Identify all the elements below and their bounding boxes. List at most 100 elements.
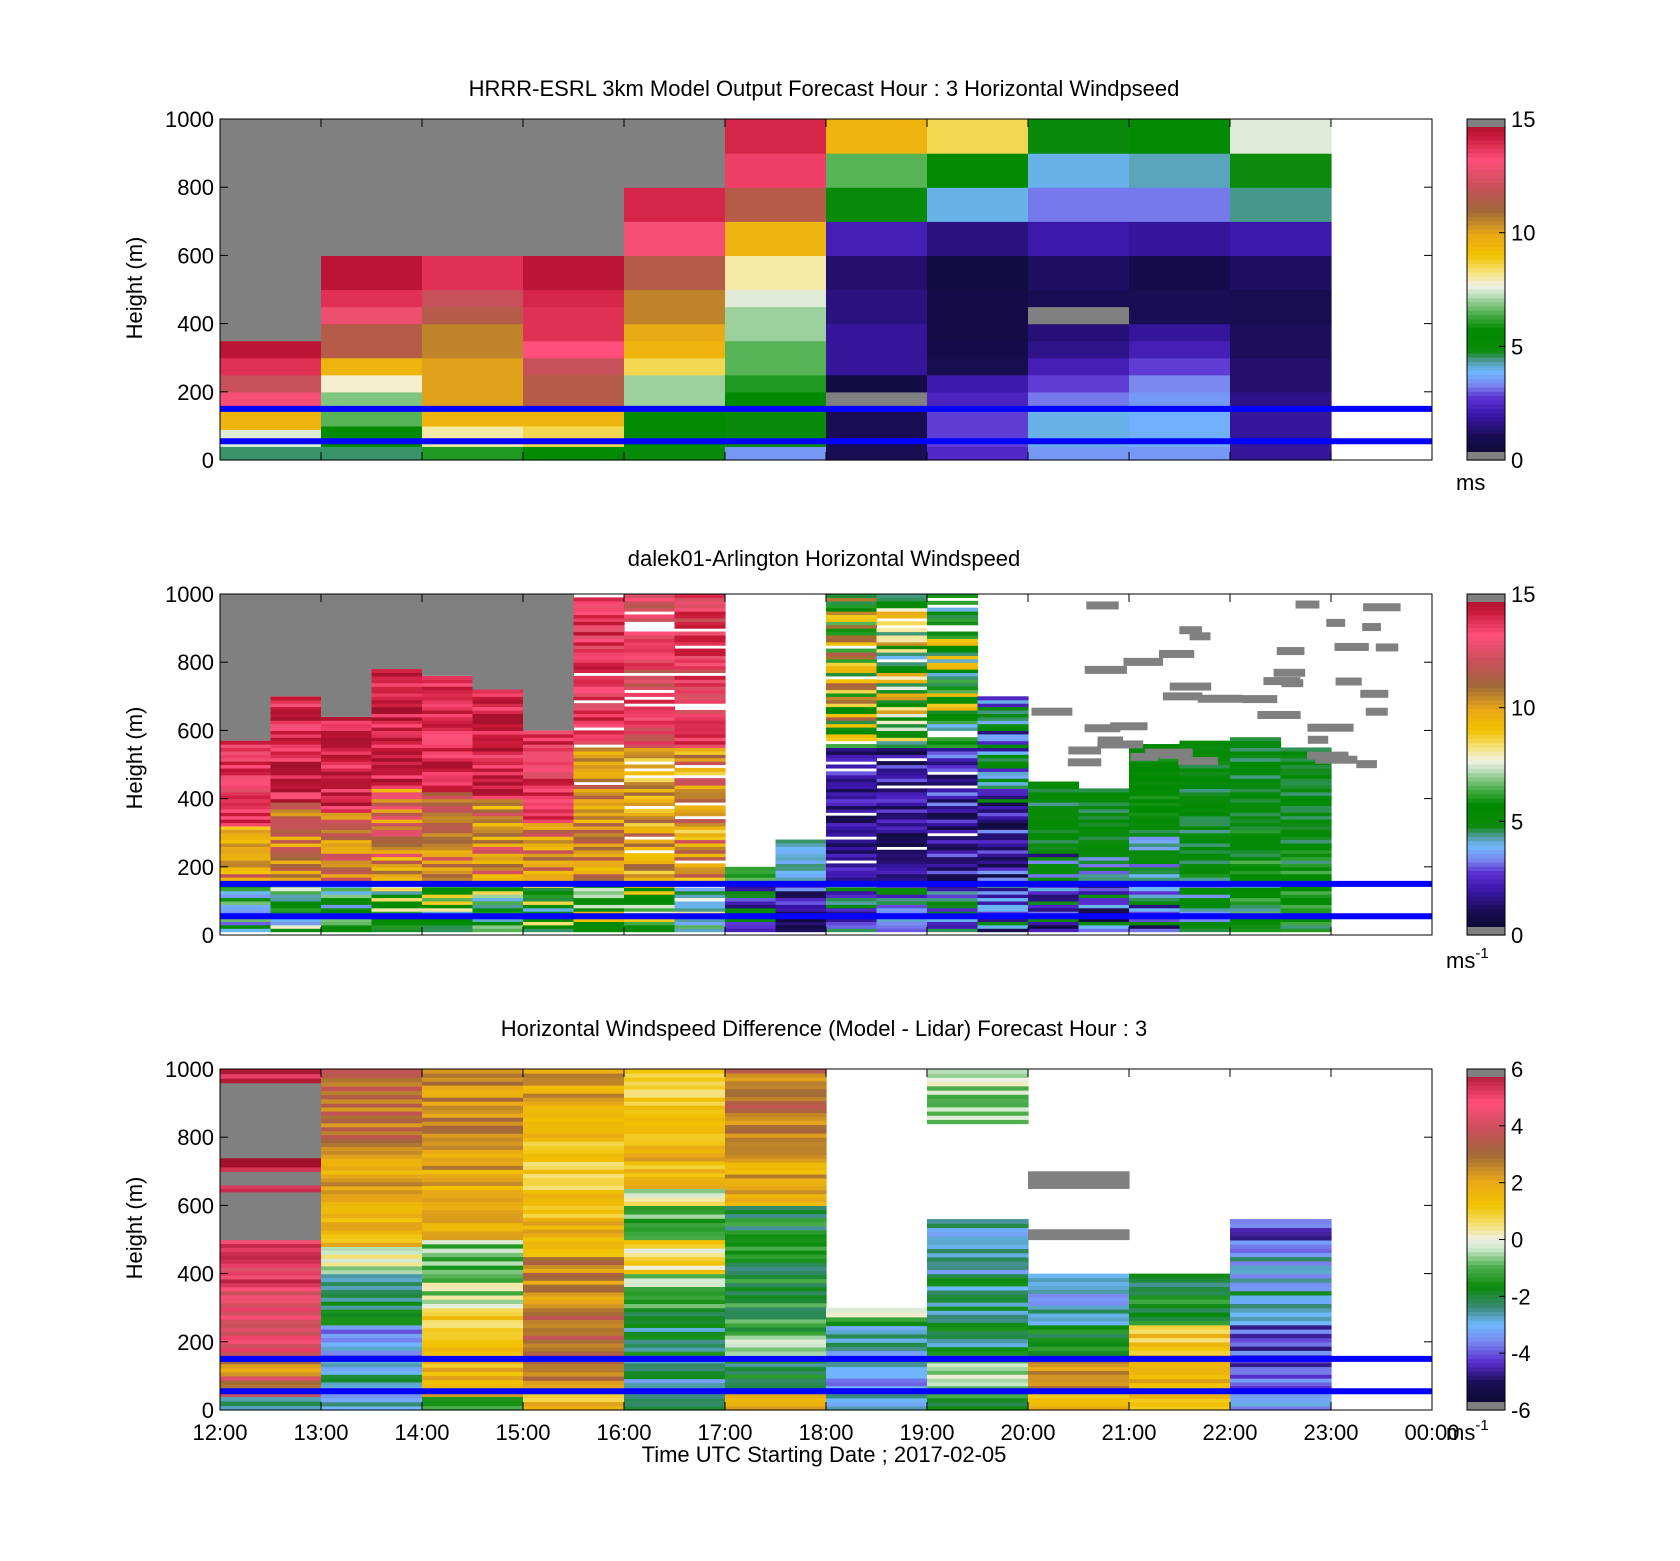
colorbar-cell — [1467, 645, 1505, 651]
data-cell — [826, 839, 878, 844]
colorbar-cell — [1467, 1124, 1505, 1130]
data-cell — [624, 1248, 726, 1253]
data-cell — [977, 911, 1029, 916]
data-cell — [270, 723, 322, 728]
data-cell — [1028, 1385, 1130, 1391]
data-cell — [927, 662, 979, 667]
data-cell — [321, 1258, 423, 1263]
data-cell — [826, 686, 878, 691]
data-cell — [270, 737, 322, 742]
data-cell — [674, 805, 726, 810]
data-cell — [422, 306, 524, 325]
data-cell — [573, 863, 625, 868]
colorbar-cell — [1467, 242, 1505, 248]
data-cell — [1129, 822, 1181, 827]
data-cell — [220, 340, 322, 359]
data-cell — [472, 774, 524, 779]
data-cell — [1280, 832, 1332, 837]
data-cell — [472, 778, 524, 783]
data-cell — [876, 631, 928, 636]
data-cell — [422, 1153, 524, 1158]
data-cell — [1028, 1324, 1130, 1330]
data-cell — [1129, 119, 1231, 154]
data-cell — [977, 726, 1029, 731]
data-cell — [371, 716, 423, 721]
data-cell — [624, 1101, 726, 1106]
data-cell — [775, 863, 827, 868]
data-cell — [220, 1314, 322, 1320]
colorbar-cell — [1467, 1337, 1505, 1343]
data-cell — [270, 825, 322, 830]
data-cell — [371, 730, 423, 735]
data-cell — [321, 1234, 423, 1239]
data-cell — [1078, 795, 1130, 800]
data-cell — [523, 1311, 625, 1317]
data-cell — [624, 917, 676, 922]
data-cell — [472, 795, 524, 800]
data-cell — [624, 744, 676, 749]
data-cell — [826, 798, 878, 803]
data-cell — [1028, 846, 1080, 851]
data-cell — [927, 648, 979, 653]
data-cell — [1230, 740, 1282, 745]
data-cell — [826, 924, 878, 929]
y-tick-label: 600 — [177, 718, 214, 743]
data-cell — [1230, 119, 1332, 154]
data-cell — [1028, 805, 1080, 810]
data-cell — [674, 737, 726, 742]
data-cell — [422, 1218, 524, 1224]
data-cell — [977, 802, 1029, 807]
data-cell — [472, 716, 524, 721]
data-cell — [624, 1097, 726, 1102]
data-cell — [1078, 812, 1130, 817]
colorbar-cell — [1467, 1290, 1505, 1296]
data-cell — [1028, 873, 1080, 878]
data-cell — [220, 1069, 322, 1075]
data-cell — [876, 917, 928, 922]
data-cell — [826, 651, 878, 656]
data-cell — [624, 682, 676, 687]
data-cell — [725, 907, 777, 912]
data-cell — [523, 757, 575, 762]
data-cell — [624, 757, 676, 762]
colorbar-cell — [1467, 794, 1505, 800]
data-cell — [624, 713, 676, 718]
data-cell — [1230, 921, 1282, 926]
data-cell — [523, 815, 575, 820]
colorbar-tick-label: 5 — [1511, 809, 1523, 834]
colorbar-cell — [1467, 692, 1505, 697]
data-cell — [321, 1158, 423, 1163]
data-cell — [1197, 694, 1243, 703]
data-cell — [270, 849, 322, 854]
data-cell — [1280, 839, 1332, 844]
data-cell — [523, 1303, 625, 1309]
data-cell — [321, 897, 373, 902]
data-cell — [927, 928, 979, 933]
data-cell — [1230, 1269, 1332, 1275]
x-tick-label: 19:00 — [899, 1420, 954, 1445]
data-cell — [321, 1090, 423, 1096]
colorbar-cell — [1467, 383, 1505, 389]
data-cell — [725, 890, 777, 895]
data-cell — [624, 1394, 726, 1399]
data-cell — [826, 604, 878, 609]
data-cell — [1028, 374, 1130, 393]
data-cell — [371, 720, 423, 725]
data-cell — [624, 788, 676, 793]
data-cell — [321, 781, 373, 786]
data-cell — [1280, 829, 1332, 834]
data-cell — [624, 723, 676, 728]
data-cell — [1263, 677, 1301, 686]
data-cell — [573, 825, 625, 830]
data-cell — [977, 781, 1029, 786]
data-cell — [775, 897, 827, 902]
data-cell — [1360, 689, 1389, 698]
colorbar-cell — [1467, 1388, 1505, 1394]
data-cell — [270, 866, 322, 871]
data-cell — [1028, 1381, 1130, 1387]
data-cell — [371, 900, 423, 905]
x-tick-label: 23:00 — [1303, 1420, 1358, 1445]
data-cell — [1230, 767, 1282, 772]
data-cell — [725, 1362, 827, 1368]
data-cell — [523, 1137, 625, 1142]
